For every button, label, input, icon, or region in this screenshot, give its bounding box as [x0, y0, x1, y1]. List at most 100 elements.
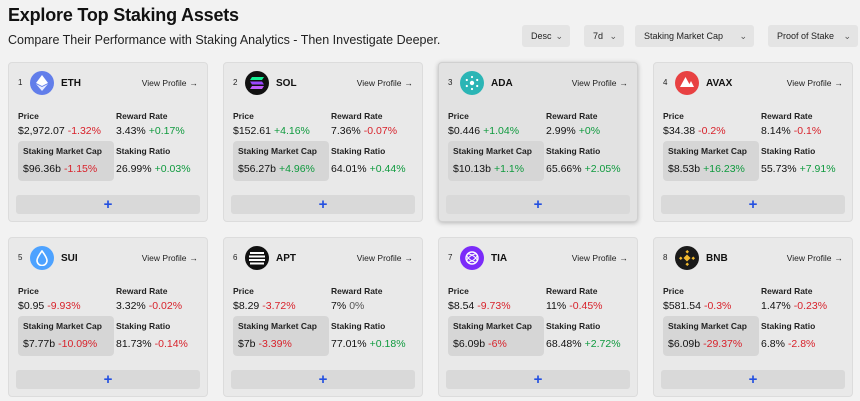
plus-icon: + — [318, 196, 328, 213]
staking-market-cap-value: $56.27b +4.96% — [238, 163, 315, 175]
metric-select[interactable]: Staking Market Cap ⌄ — [635, 25, 754, 47]
reward-rate-value: 8.14% -0.1% — [761, 125, 821, 137]
add-asset-button[interactable]: + — [446, 370, 630, 389]
view-profile-link[interactable]: View Profile → — [142, 78, 198, 88]
add-asset-button[interactable]: + — [661, 370, 845, 389]
staking-market-cap-change: -3.39% — [258, 338, 292, 350]
add-asset-button[interactable]: + — [16, 195, 200, 214]
bnb-icon — [675, 246, 699, 270]
price-label: Price — [663, 286, 684, 296]
price-label: Price — [663, 111, 684, 121]
staking-market-cap-change: +16.23% — [703, 163, 745, 175]
reward-rate-value: 3.32% -0.02% — [116, 300, 182, 312]
staking-market-cap-change: -1.15% — [63, 163, 98, 175]
view-profile-label: View Profile — [786, 253, 832, 263]
reward-rate-amount: 11% — [546, 300, 567, 312]
staking-ratio-amount: 68.48% — [546, 338, 582, 350]
view-profile-link[interactable]: View Profile → — [787, 253, 843, 263]
plus-icon: + — [748, 371, 758, 388]
asset-grid: 1 ETH View Profile → Price $2,972.07 -1.32… — [8, 62, 860, 401]
reward-rate-value: 3.43% +0.17% — [116, 125, 185, 137]
view-profile-link[interactable]: View Profile → — [142, 253, 198, 263]
view-profile-link[interactable]: View Profile → — [787, 78, 843, 88]
reward-rate-amount: 8.14% — [761, 125, 791, 137]
staking-ratio-amount: 64.01% — [331, 163, 367, 175]
staking-ratio-change: +0.03% — [154, 163, 191, 175]
add-asset-button[interactable]: + — [231, 195, 415, 214]
staking-market-cap-box: Staking Market Cap $7b -3.39% — [233, 316, 329, 356]
price-label: Price — [233, 286, 254, 296]
price-change: -3.72% — [262, 300, 296, 312]
staking-ratio-value: 6.8% -2.8% — [761, 338, 815, 350]
order-select[interactable]: Desc ⌄ — [522, 25, 570, 47]
staking-ratio-amount: 77.01% — [331, 338, 367, 350]
asset-card-eth: 1 ETH View Profile → Price $2,972.07 -1.32… — [8, 62, 208, 222]
consensus-select[interactable]: Proof of Stake ⌄ — [768, 25, 858, 47]
asset-card-header: 6 APT View Profile → — [224, 238, 422, 278]
staking-ratio-amount: 6.8% — [761, 338, 785, 350]
period-select[interactable]: 7d ⌄ — [584, 25, 624, 47]
add-asset-button[interactable]: + — [231, 370, 415, 389]
view-profile-link[interactable]: View Profile → — [572, 253, 628, 263]
reward-rate-amount: 1.47% — [761, 300, 791, 312]
price-label: Price — [18, 111, 39, 121]
reward-rate-label: Reward Rate — [546, 111, 598, 121]
solana-icon — [245, 71, 269, 95]
asset-card-bnb: 8 BNB View Profile → Price $581.54 -0.3% R… — [653, 237, 853, 397]
cardano-icon — [460, 71, 484, 95]
staking-market-cap-box: Staking Market Cap $96.36b -1.15% — [18, 141, 114, 181]
staking-ratio-value: 64.01% +0.44% — [331, 163, 406, 175]
page-subtitle: Compare Their Performance with Staking A… — [8, 33, 441, 47]
reward-rate-change: 0% — [349, 300, 365, 312]
asset-rank: 5 — [18, 253, 23, 262]
reward-rate-label: Reward Rate — [331, 286, 383, 296]
chevron-down-icon: ⌄ — [843, 31, 851, 41]
sui-drop-icon — [30, 246, 54, 270]
price-change: -9.93% — [47, 300, 81, 312]
staking-market-cap-box: Staking Market Cap $8.53b +16.23% — [663, 141, 759, 181]
staking-ratio-change: -0.14% — [154, 338, 188, 350]
view-profile-link[interactable]: View Profile → — [572, 78, 628, 88]
staking-ratio-label: Staking Ratio — [116, 146, 171, 156]
staking-market-cap-change: +1.1% — [493, 163, 525, 175]
asset-card-header: 7 TIA View Profile → — [439, 238, 637, 278]
price-value: $0.95 -9.93% — [18, 300, 81, 312]
reward-rate-value: 7.36% -0.07% — [331, 125, 397, 137]
reward-rate-change: -0.1% — [793, 125, 822, 137]
staking-market-cap-value: $7.77b -10.09% — [23, 338, 97, 350]
view-profile-link[interactable]: View Profile → — [357, 253, 413, 263]
view-profile-link[interactable]: View Profile → — [357, 78, 413, 88]
staking-ratio-label: Staking Ratio — [116, 321, 171, 331]
asset-rank: 7 — [448, 253, 453, 262]
price-amount: $581.54 — [663, 300, 701, 312]
celestia-icon — [460, 246, 484, 270]
arrow-right-icon: → — [189, 253, 199, 263]
view-profile-label: View Profile — [356, 253, 402, 263]
staking-market-cap-value: $96.36b -1.15% — [23, 163, 97, 175]
asset-card-ada: 3 ADA View Profile → Price $0.446 +1.04% R… — [438, 62, 638, 222]
add-asset-button[interactable]: + — [16, 370, 200, 389]
add-asset-button[interactable]: + — [446, 195, 630, 214]
staking-ratio-change: +2.72% — [584, 338, 621, 350]
staking-market-cap-label: Staking Market Cap — [668, 146, 747, 156]
asset-card-header: 2 SOL View Profile → — [224, 63, 422, 103]
price-amount: $2,972.07 — [18, 125, 65, 137]
asset-symbol: SOL — [276, 78, 297, 89]
staking-market-cap-label: Staking Market Cap — [23, 146, 102, 156]
price-change: -1.32% — [67, 125, 101, 137]
price-change: +4.16% — [273, 125, 310, 137]
reward-rate-change: +0.17% — [148, 125, 185, 137]
arrow-right-icon: → — [619, 253, 629, 263]
arrow-right-icon: → — [189, 78, 199, 88]
reward-rate-label: Reward Rate — [331, 111, 383, 121]
arrow-right-icon: → — [834, 253, 844, 263]
staking-ratio-label: Staking Ratio — [331, 146, 386, 156]
chevron-down-icon: ⌄ — [609, 31, 617, 41]
plus-icon: + — [533, 196, 543, 213]
asset-card-apt: 6 APT View Profile → Price $8.29 -3.72% Re… — [223, 237, 423, 397]
asset-card-header: 4 AVAX View Profile → — [654, 63, 852, 103]
asset-symbol: ETH — [61, 78, 81, 89]
add-asset-button[interactable]: + — [661, 195, 845, 214]
arrow-right-icon: → — [404, 78, 414, 88]
price-amount: $0.95 — [18, 300, 45, 312]
